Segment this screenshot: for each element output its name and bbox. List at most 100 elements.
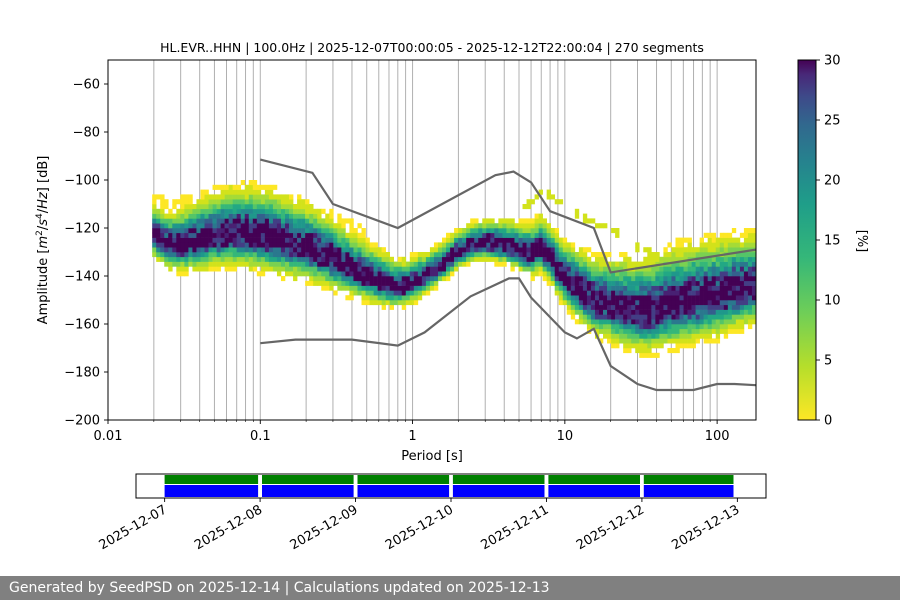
- heatmap-cell: [607, 324, 612, 330]
- heatmap-cell: [643, 247, 648, 253]
- heatmap-cell: [220, 261, 225, 267]
- heatmap-cell: [735, 295, 741, 301]
- heatmap-cell: [329, 261, 334, 267]
- heatmap-cell: [514, 247, 519, 253]
- heatmap-cell: [611, 319, 616, 325]
- heatmap-cell: [655, 309, 660, 315]
- heatmap-cell: [671, 252, 676, 258]
- heatmap-cell: [667, 252, 672, 258]
- heatmap-cell: [566, 247, 572, 253]
- heatmap-cell: [707, 280, 713, 286]
- heatmap-cell: [353, 271, 358, 277]
- heatmap-cell: [353, 280, 358, 286]
- heatmap-cell: [369, 252, 374, 258]
- heatmap-cell: [301, 218, 306, 224]
- heatmap-cell: [735, 285, 741, 291]
- heatmap-cell: [631, 333, 636, 339]
- heatmap-cell: [401, 300, 407, 306]
- heatmap-cell: [603, 314, 608, 320]
- heatmap-cell: [546, 276, 551, 282]
- heatmap-cell: [582, 300, 588, 306]
- heatmap-cell: [192, 223, 197, 229]
- heatmap-cell: [433, 266, 439, 272]
- heatmap-cell: [619, 280, 624, 286]
- colorbar-tick-label: 25: [824, 114, 841, 129]
- x-tick-label: 10: [557, 429, 574, 444]
- heatmap-cell: [385, 280, 390, 286]
- heatmap-cell: [353, 276, 358, 282]
- heatmap-cell: [297, 261, 302, 267]
- heatmap-cell: [184, 252, 189, 258]
- heatmap-cell: [373, 280, 378, 286]
- heatmap-cell: [643, 304, 648, 310]
- heatmap-cell: [699, 266, 704, 272]
- heatmap-cell: [365, 256, 370, 262]
- heatmap-cell: [208, 266, 213, 272]
- heatmap-cell: [228, 189, 233, 195]
- heatmap-cell: [619, 252, 624, 258]
- heatmap-cell: [345, 261, 350, 267]
- heatmap-cell: [333, 266, 338, 272]
- heatmap-cell: [647, 285, 652, 291]
- heatmap-cell: [325, 228, 330, 234]
- heatmap-cell: [562, 256, 568, 262]
- heatmap-cell: [562, 276, 568, 282]
- heatmap-cell: [470, 252, 475, 258]
- heatmap-cell: [639, 280, 644, 286]
- heatmap-cell: [586, 309, 592, 315]
- heatmap-cell: [703, 338, 708, 344]
- heatmap-cell: [325, 242, 330, 248]
- heatmap-cell: [152, 223, 157, 229]
- heatmap-cell: [655, 324, 660, 330]
- heatmap-cell: [615, 300, 620, 306]
- heatmap-cell: [309, 232, 314, 238]
- heatmap-cell: [341, 256, 346, 262]
- heatmap-cell: [256, 199, 262, 205]
- heatmap-cell: [731, 271, 737, 277]
- heatmap-cell: [542, 271, 547, 277]
- heatmap-cell: [369, 300, 374, 306]
- heatmap-cell: [276, 199, 282, 205]
- heatmap-cell: [659, 266, 664, 272]
- heatmap-cell: [675, 256, 680, 262]
- heatmap-cell: [462, 232, 467, 238]
- heatmap-cell: [381, 261, 386, 267]
- heatmap-cell: [280, 228, 286, 234]
- heatmap-cell: [256, 261, 262, 267]
- heatmap-cell: [627, 314, 632, 320]
- heatmap-cell: [611, 280, 616, 286]
- heatmap-cell: [707, 276, 713, 282]
- heatmap-cell: [381, 276, 386, 282]
- heatmap-cell: [627, 343, 632, 349]
- heatmap-cell: [220, 218, 225, 224]
- heatmap-cell: [566, 290, 572, 296]
- heatmap-cell: [325, 256, 330, 262]
- heatmap-cell: [727, 232, 733, 238]
- heatmap-cell: [297, 218, 302, 224]
- heatmap-cell: [417, 252, 423, 258]
- heatmap-cell: [627, 328, 632, 334]
- heatmap-cell: [260, 204, 266, 210]
- heatmap-cell: [240, 247, 246, 253]
- heatmap-cell: [437, 266, 443, 272]
- heatmap-cell: [554, 237, 560, 243]
- heatmap-cell: [289, 242, 294, 248]
- heatmap-cell: [293, 247, 298, 253]
- heatmap-cell: [751, 300, 756, 306]
- heatmap-cell: [466, 247, 471, 253]
- heatmap-cell: [655, 343, 660, 349]
- heatmap-cell: [478, 232, 483, 238]
- heatmap-cell: [357, 237, 362, 243]
- heatmap-cell: [264, 213, 270, 219]
- heatmap-cell: [224, 204, 229, 210]
- heatmap-cell: [349, 218, 354, 224]
- heatmap-cell: [216, 266, 221, 272]
- heatmap-cell: [341, 280, 346, 286]
- heatmap-cell: [530, 232, 535, 238]
- heatmap-cell: [256, 223, 262, 229]
- heatmap-cell: [450, 261, 455, 267]
- heatmap-cell: [671, 271, 676, 277]
- heatmap-cell: [389, 261, 394, 267]
- heatmap-cell: [176, 271, 181, 277]
- heatmap-cell: [220, 232, 225, 238]
